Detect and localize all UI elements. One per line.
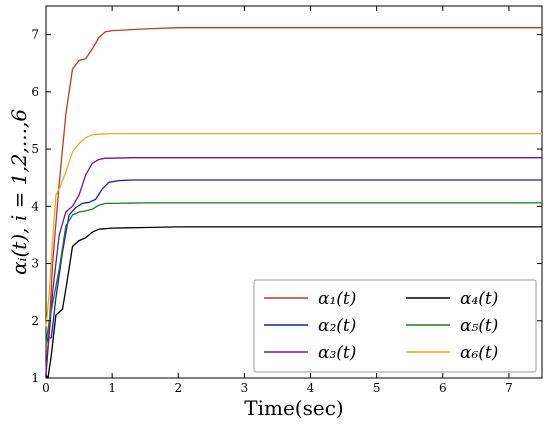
x-tick-label: 5	[373, 381, 381, 395]
series-line-alpha-6	[45, 132, 542, 327]
legend-label-alpha-6: α₆(t)	[460, 343, 498, 363]
x-tick-label: 3	[241, 381, 249, 395]
y-tick-label: 7	[31, 28, 39, 42]
y-tick-label: 4	[31, 199, 39, 213]
legend-label-alpha-4: α₄(t)	[460, 289, 498, 309]
y-tick-label: 6	[31, 85, 39, 99]
series-line-alpha-1	[45, 27, 542, 373]
legend-label-alpha-2: α₂(t)	[318, 316, 356, 336]
y-tick-label: 2	[31, 314, 39, 328]
x-tick-label: 6	[439, 381, 447, 395]
y-tick-label: 3	[31, 257, 39, 271]
legend-label-alpha-3: α₃(t)	[318, 343, 356, 363]
series-layer	[45, 27, 542, 379]
x-tick-label: 1	[108, 381, 116, 395]
series-line-alpha-2	[45, 179, 542, 344]
x-tick-label: 2	[174, 381, 182, 395]
y-axis-label: αᵢ(t), i = 1,2,...,6	[7, 109, 31, 275]
series-line-alpha-3	[45, 157, 542, 376]
x-tick-label: 7	[505, 381, 513, 395]
legend-label-alpha-1: α₁(t)	[318, 289, 356, 309]
x-tick-label: 4	[307, 381, 315, 395]
legend-box	[253, 279, 537, 373]
legend-label-alpha-5: α₅(t)	[460, 316, 498, 336]
series-line-alpha-5	[45, 202, 542, 344]
y-tick-label: 1	[31, 371, 39, 385]
y-tick-label: 5	[31, 142, 39, 156]
plot-area-frame	[45, 5, 543, 379]
x-tick-label: 0	[42, 381, 50, 395]
legend: α₁(t) α₂(t) α₃(t) α₄(t) α₅(t) α₆(t)	[253, 279, 537, 373]
x-axis-label: Time(sec)	[244, 396, 343, 420]
series-line-alpha-4	[45, 226, 542, 379]
